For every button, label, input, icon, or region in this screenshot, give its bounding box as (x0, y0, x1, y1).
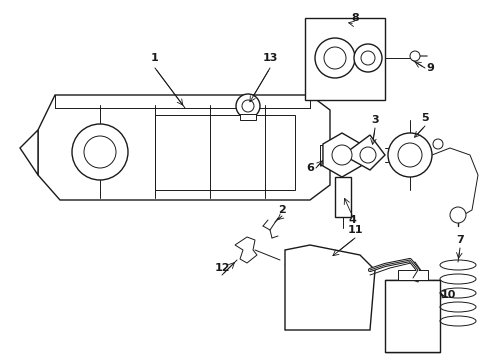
Text: 5: 5 (421, 113, 429, 123)
Circle shape (388, 133, 432, 177)
Polygon shape (38, 95, 330, 200)
Circle shape (315, 38, 355, 78)
Text: 7: 7 (456, 235, 464, 245)
Circle shape (361, 51, 375, 65)
Text: 10: 10 (441, 290, 456, 300)
Circle shape (72, 124, 128, 180)
Bar (320, 145, 332, 165)
Bar (240, 114, 256, 120)
Circle shape (324, 47, 346, 69)
Circle shape (236, 94, 260, 118)
Circle shape (410, 51, 420, 61)
Circle shape (332, 145, 352, 165)
Text: 6: 6 (306, 163, 314, 173)
Bar (335, 177, 351, 217)
Polygon shape (285, 245, 375, 330)
Text: 8: 8 (351, 13, 359, 23)
Circle shape (84, 136, 116, 168)
Bar (305, 18, 385, 100)
Text: 4: 4 (348, 215, 356, 225)
Circle shape (450, 207, 466, 223)
Bar (385, 280, 440, 352)
Text: 11: 11 (347, 225, 363, 235)
Circle shape (398, 143, 422, 167)
Text: 9: 9 (426, 63, 434, 73)
Polygon shape (343, 135, 385, 170)
Bar (398, 270, 428, 280)
Circle shape (242, 100, 254, 112)
Polygon shape (323, 133, 361, 177)
Text: 3: 3 (371, 115, 379, 125)
Text: 13: 13 (262, 53, 278, 63)
Polygon shape (20, 130, 38, 175)
Circle shape (360, 147, 376, 163)
Circle shape (354, 44, 382, 72)
Text: 1: 1 (151, 53, 159, 63)
Polygon shape (235, 237, 257, 263)
Text: 2: 2 (278, 205, 286, 215)
Text: 12: 12 (214, 263, 230, 273)
Bar (155, 115, 295, 190)
Circle shape (433, 139, 443, 149)
